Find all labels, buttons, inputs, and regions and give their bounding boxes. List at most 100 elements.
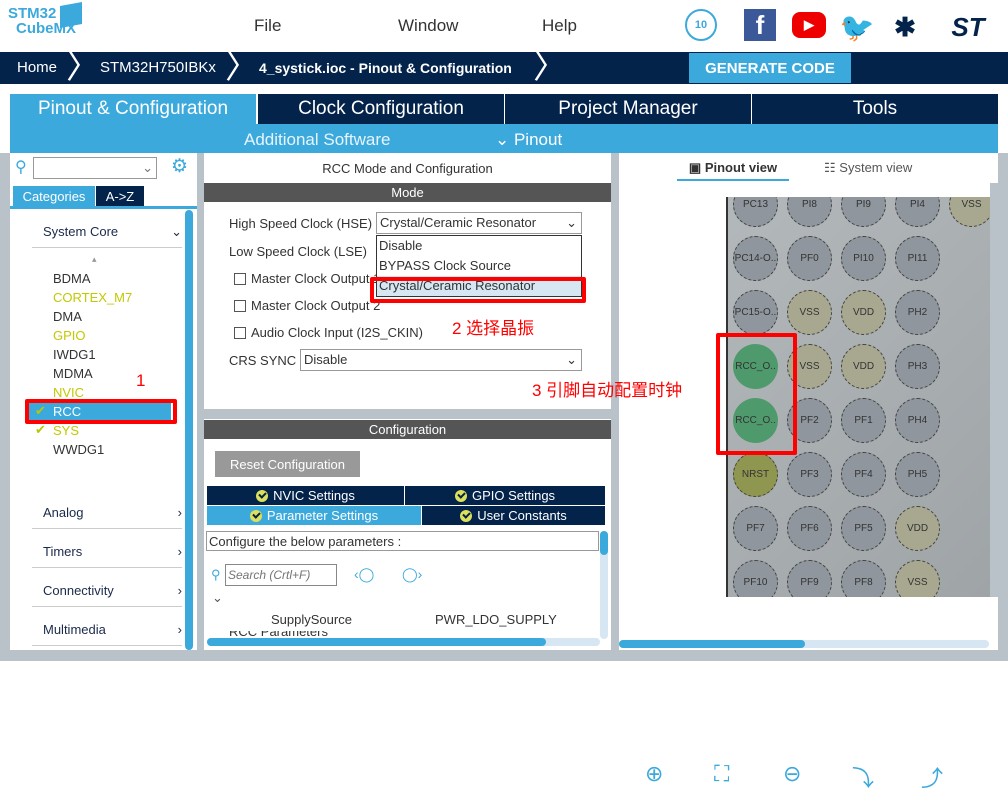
sidebar-item[interactable]: MDMA <box>53 366 93 381</box>
canvas-v-scroll[interactable] <box>990 183 998 597</box>
twitter-icon[interactable]: 🐦 <box>839 11 875 43</box>
pin-pf10[interactable]: PF10 <box>733 560 778 597</box>
mco1-checkbox[interactable] <box>234 273 246 285</box>
audio-clock-checkbox[interactable] <box>234 327 246 339</box>
sidebar-item[interactable]: CORTEX_M7 <box>53 290 133 305</box>
pin-pf4[interactable]: PF4 <box>841 452 886 497</box>
pin-pf3[interactable]: PF3 <box>787 452 832 497</box>
hse-select[interactable]: Crystal/Ceramic Resonator ⌄ <box>376 212 582 234</box>
pin-pf6[interactable]: PF6 <box>787 506 832 551</box>
chip-canvas[interactable]: PC13 PI8 PI9 PI4 VSS PC14-O.. PF0 PI10 PI11 PC15-… <box>726 197 990 597</box>
pin-pf0[interactable]: PF0 <box>787 236 832 281</box>
breadcrumb-mcu[interactable]: STM32H750IBKx <box>100 59 216 76</box>
tab-clock-configuration[interactable]: Clock Configuration <box>258 94 504 124</box>
pin-pc14o[interactable]: PC14-O.. <box>733 236 778 281</box>
v-scrollbar[interactable] <box>600 531 608 555</box>
generate-code-button[interactable]: GENERATE CODE <box>689 53 851 83</box>
youtube-icon[interactable]: ▶ <box>792 12 826 38</box>
reset-configuration-button[interactable]: Reset Configuration <box>215 451 360 477</box>
anniversary-badge-icon[interactable]: 10 <box>685 9 717 41</box>
sidebar-item[interactable]: IWDG1 <box>53 347 96 362</box>
category-item[interactable]: Multimedia › <box>32 614 182 646</box>
pin-vdd[interactable]: VDD <box>841 344 886 389</box>
network-icon[interactable]: ✱ <box>894 11 916 42</box>
pin-pi8[interactable]: PI8 <box>787 197 832 227</box>
pin-ph2[interactable]: PH2 <box>895 290 940 335</box>
gear-icon[interactable]: ⚙ <box>171 156 189 177</box>
h-scrollbar[interactable] <box>619 640 805 648</box>
next-icon[interactable]: ◯› <box>402 566 423 582</box>
pin-pf9[interactable]: PF9 <box>787 560 832 597</box>
sort-icon[interactable]: ▴ <box>92 254 97 264</box>
search-combo[interactable]: ⌄ <box>33 157 157 179</box>
menu-help[interactable]: Help <box>542 16 577 35</box>
pin-pc13[interactable]: PC13 <box>733 197 778 227</box>
category-item[interactable]: Analog › <box>32 497 182 529</box>
additional-software-link[interactable]: Additional Software <box>244 130 391 149</box>
pin-rcco[interactable]: RCC_O.. <box>733 344 778 389</box>
param-search-input[interactable] <box>225 564 337 586</box>
pin-ph5[interactable]: PH5 <box>895 452 940 497</box>
tab-parameter-settings[interactable]: Parameter Settings <box>207 506 421 525</box>
category-system-core[interactable]: System Core ⌄ <box>32 216 182 248</box>
category-item[interactable]: Connectivity › <box>32 575 182 607</box>
category-item[interactable]: Timers › <box>32 536 182 568</box>
pin-pi10[interactable]: PI10 <box>841 236 886 281</box>
facebook-icon[interactable]: f <box>744 9 776 41</box>
sidebar-item[interactable]: GPIO <box>53 328 86 343</box>
sidebar-item[interactable]: DMA <box>53 309 82 324</box>
sidebar-item[interactable]: BDMA <box>53 271 91 286</box>
tab-tools[interactable]: Tools <box>752 94 998 124</box>
rotate-icon[interactable]: ⤵ <box>852 766 875 791</box>
param-value[interactable]: PWR_LDO_SUPPLY <box>435 612 557 627</box>
left-scrollbar[interactable] <box>185 210 193 650</box>
menu-window[interactable]: Window <box>398 16 459 35</box>
pin-pi11[interactable]: PI11 <box>895 236 940 281</box>
tab-system-view[interactable]: ☷ System view <box>824 160 912 176</box>
tab-user-constants[interactable]: User Constants <box>422 506 605 525</box>
tab-nvic-settings[interactable]: NVIC Settings <box>207 486 404 505</box>
pin-pf8[interactable]: PF8 <box>841 560 886 597</box>
pinout-menu[interactable]: ⌄ Pinout <box>495 130 563 149</box>
sidebar-item[interactable]: SYS <box>53 423 80 438</box>
sidebar-item[interactable]: WWDG1 <box>53 442 105 457</box>
pin-pf7[interactable]: PF7 <box>733 506 778 551</box>
option-disable[interactable]: Disable <box>379 238 423 253</box>
option-bypass[interactable]: BYPASS Clock Source <box>379 258 511 273</box>
tab-categories[interactable]: Categories <box>13 186 95 206</box>
tab-gpio-settings[interactable]: GPIO Settings <box>405 486 605 505</box>
zoom-out-icon[interactable]: ⊖ <box>783 761 802 786</box>
zoom-in-icon[interactable]: ⊕ <box>645 761 664 786</box>
pin-pf2[interactable]: PF2 <box>787 398 832 443</box>
st-logo-icon[interactable]: ST <box>951 11 985 42</box>
fit-icon[interactable]: ⛶ <box>714 761 730 786</box>
tab-project-manager[interactable]: Project Manager <box>505 94 751 124</box>
sidebar-item[interactable]: RCC <box>53 404 82 419</box>
pin-pf5[interactable]: PF5 <box>841 506 886 551</box>
pin-vdd[interactable]: VDD <box>895 506 940 551</box>
pin-vdd[interactable]: VDD <box>841 290 886 335</box>
pin-pi9[interactable]: PI9 <box>841 197 886 227</box>
menu-file[interactable]: File <box>254 16 282 35</box>
option-crystal[interactable]: Crystal/Ceramic Resonator <box>377 276 581 296</box>
pin-ph3[interactable]: PH3 <box>895 344 940 389</box>
pin-pf1[interactable]: PF1 <box>841 398 886 443</box>
pin-rcco[interactable]: RCC_O.. <box>733 398 778 443</box>
sidebar-item[interactable]: NVIC <box>53 385 85 400</box>
breadcrumb-project[interactable]: 4_systick.ioc - Pinout & Configuration <box>259 60 512 76</box>
expand-icon[interactable]: ⌄ <box>212 590 223 605</box>
tab-pinout-view[interactable]: ▣ Pinout view <box>677 160 789 181</box>
previous-icon[interactable]: ‹◯ <box>354 566 375 582</box>
pin-ph4[interactable]: PH4 <box>895 398 940 443</box>
tab-pinout-configuration[interactable]: Pinout & Configuration <box>10 94 256 124</box>
mco2-checkbox[interactable] <box>234 300 246 312</box>
pin-pc15o[interactable]: PC15-O.. <box>733 290 778 335</box>
tab-a-z[interactable]: A->Z <box>96 186 144 206</box>
group-rcc-parameters[interactable]: RCC Parameters <box>229 631 328 639</box>
h-scrollbar[interactable] <box>207 638 546 646</box>
pin-vss[interactable]: VSS <box>895 560 940 597</box>
crs-select[interactable]: Disable ⌄ <box>300 349 582 371</box>
pin-nrst[interactable]: NRST <box>733 452 778 497</box>
breadcrumb-home[interactable]: Home <box>17 59 58 76</box>
pin-vss[interactable]: VSS <box>787 290 832 335</box>
